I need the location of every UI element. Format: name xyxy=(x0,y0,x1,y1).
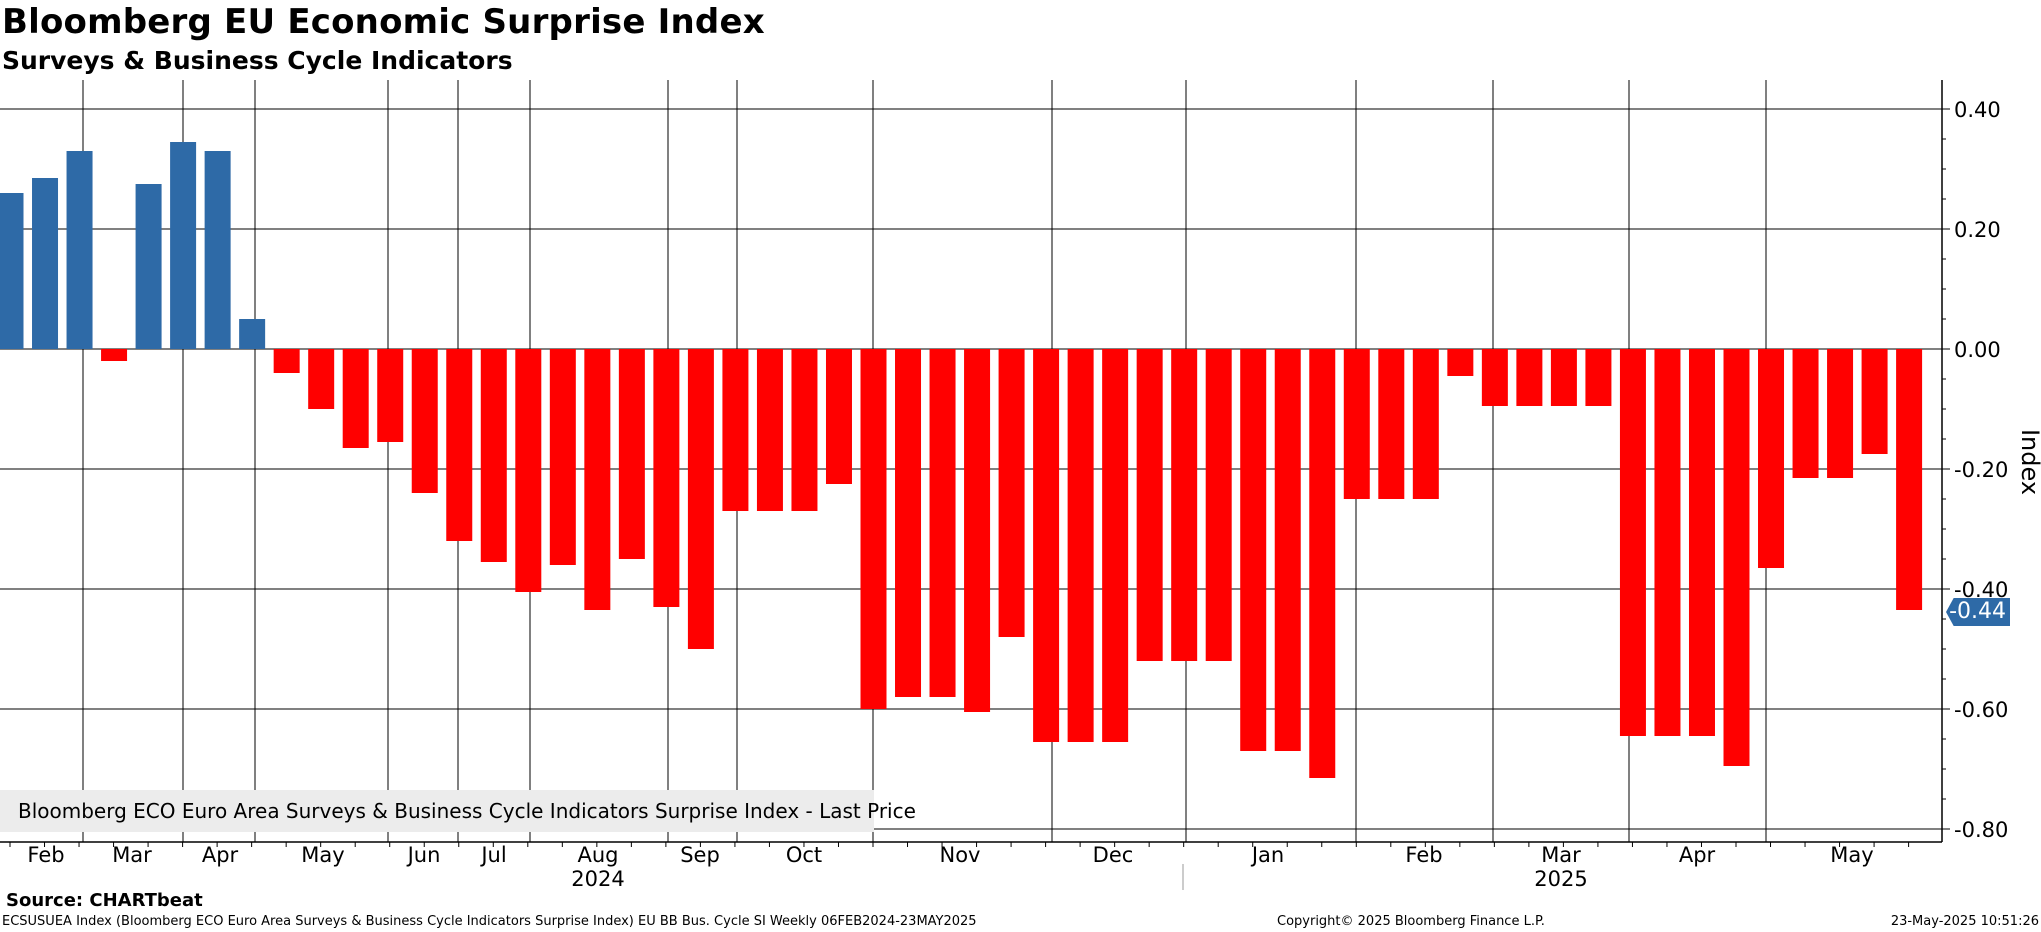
bar-series xyxy=(0,142,1923,778)
bar xyxy=(1550,349,1577,406)
bar xyxy=(1723,349,1750,766)
bar xyxy=(1205,349,1232,661)
bar xyxy=(825,349,852,484)
bar xyxy=(1861,349,1888,454)
x-tick-label: Aug xyxy=(577,843,618,867)
bar xyxy=(66,151,93,349)
bar xyxy=(170,142,197,349)
x-tick-labels: Feb Mar Apr May Jun Jul Aug Sep Oct Nov Dec Jan Feb M… xyxy=(27,843,1873,891)
bar xyxy=(1516,349,1543,406)
y-tick-label: -0.60 xyxy=(1954,698,2008,722)
bar xyxy=(1827,349,1854,478)
y-tick-labels: 0.400.200.00-0.20-0.40-0.60-0.80 xyxy=(1954,98,2008,842)
bar xyxy=(584,349,611,610)
last-value-tag: -0.44 xyxy=(1946,598,2010,626)
x-tick-label: Mar xyxy=(112,843,152,867)
bar xyxy=(342,349,369,448)
bar xyxy=(998,349,1025,637)
bar xyxy=(860,349,887,709)
bar xyxy=(1412,349,1439,499)
x-tick-label: Feb xyxy=(27,843,64,867)
bar xyxy=(411,349,438,493)
bar xyxy=(791,349,818,511)
bar xyxy=(273,349,300,373)
bar xyxy=(308,349,335,409)
bar xyxy=(653,349,680,607)
timestamp: 23-May-2025 10:51:26 xyxy=(1890,914,2039,929)
x-tick-label: May xyxy=(301,843,344,867)
x-tick-label: Feb xyxy=(1405,843,1442,867)
bar xyxy=(1619,349,1646,736)
y-tick-label: -0.80 xyxy=(1954,818,2008,842)
bar xyxy=(1447,349,1474,376)
bar xyxy=(618,349,645,559)
bar xyxy=(239,319,266,349)
x-tick-label: May xyxy=(1830,843,1873,867)
ticker-line: ECSUSUEA Index (Bloomberg ECO Euro Area … xyxy=(2,914,977,929)
bar xyxy=(1274,349,1301,751)
bar xyxy=(1136,349,1163,661)
y-tick-label: 0.20 xyxy=(1954,218,2001,242)
bar xyxy=(32,178,59,349)
bar xyxy=(1688,349,1715,736)
bar xyxy=(1240,349,1267,751)
x-year-label: 2025 xyxy=(1534,867,1587,891)
legend: Bloomberg ECO Euro Area Surveys & Busine… xyxy=(0,790,916,832)
bar xyxy=(1654,349,1681,736)
bar xyxy=(1585,349,1612,406)
bar xyxy=(1102,349,1129,742)
copyright: Copyright© 2025 Bloomberg Finance L.P. xyxy=(1277,914,1545,929)
bar xyxy=(1896,349,1923,610)
bar xyxy=(929,349,956,697)
bar xyxy=(135,184,162,349)
x-year-label: 2024 xyxy=(571,867,624,891)
chart-subtitle: Surveys & Business Cycle Indicators xyxy=(2,46,513,75)
bar xyxy=(1758,349,1785,568)
x-tick-label: Dec xyxy=(1093,843,1134,867)
bar xyxy=(1343,349,1370,499)
bar xyxy=(964,349,991,712)
y-tick-label: 0.00 xyxy=(1954,338,2001,362)
bar xyxy=(204,151,231,349)
bar xyxy=(756,349,783,511)
bar xyxy=(722,349,749,511)
x-tick-label: Apr xyxy=(1679,843,1716,867)
legend-label: Bloomberg ECO Euro Area Surveys & Busine… xyxy=(18,799,916,823)
bar xyxy=(1309,349,1336,778)
x-tick-label: Jul xyxy=(479,843,506,867)
bar xyxy=(1067,349,1094,742)
bar xyxy=(101,349,128,361)
x-tick-label: Jun xyxy=(406,843,441,867)
bar xyxy=(895,349,922,697)
x-tick-label: Oct xyxy=(786,843,822,867)
bar xyxy=(687,349,714,649)
bar xyxy=(1171,349,1198,661)
x-tick-label: Sep xyxy=(680,843,720,867)
bar xyxy=(480,349,507,562)
bar xyxy=(0,193,24,349)
y-tick-label: -0.20 xyxy=(1954,458,2008,482)
y-axis-label: Index xyxy=(2016,429,2041,495)
bar xyxy=(446,349,473,541)
bar xyxy=(1792,349,1819,478)
bar xyxy=(1378,349,1405,499)
bar xyxy=(1481,349,1508,406)
y-tick-label: 0.40 xyxy=(1954,98,2001,122)
x-tick-label: Mar xyxy=(1541,843,1581,867)
axes xyxy=(0,80,1950,890)
x-tick-label: Apr xyxy=(202,843,239,867)
bar xyxy=(377,349,404,442)
chart-title: Bloomberg EU Economic Surprise Index xyxy=(2,2,765,42)
bar xyxy=(1033,349,1060,742)
x-tick-label: Jan xyxy=(1250,843,1284,867)
source-text: Source: CHARTbeat xyxy=(6,890,203,911)
x-tick-label: Nov xyxy=(940,843,981,867)
bar xyxy=(549,349,576,565)
bar xyxy=(515,349,542,592)
